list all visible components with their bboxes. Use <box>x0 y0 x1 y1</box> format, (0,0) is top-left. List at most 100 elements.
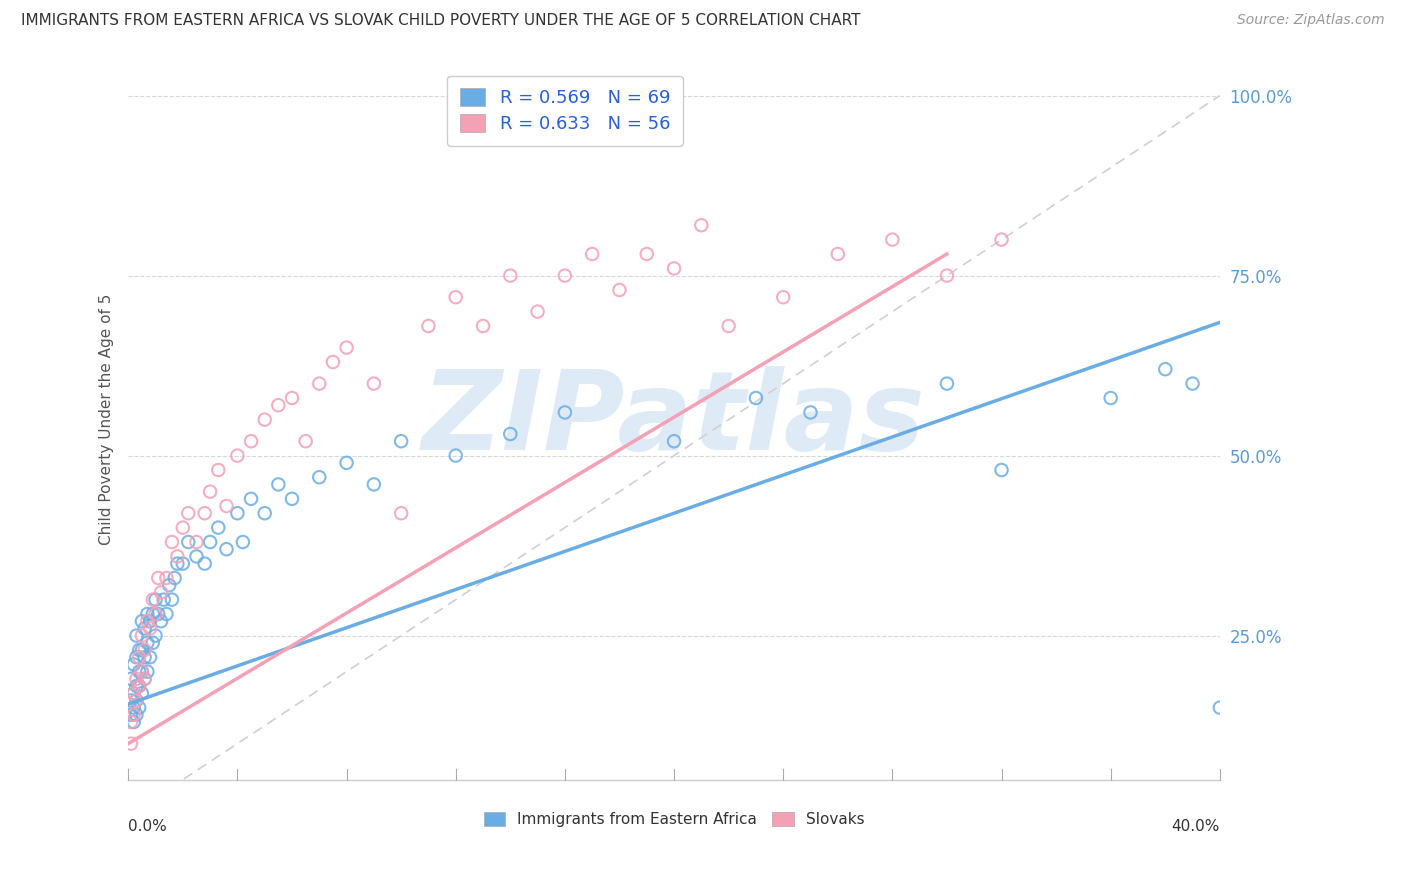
Point <box>240 491 263 506</box>
Point <box>186 535 208 549</box>
Point <box>139 614 162 628</box>
Point <box>662 261 685 276</box>
Text: 0.0%: 0.0% <box>128 819 167 834</box>
Point <box>499 268 522 283</box>
Point <box>142 607 165 621</box>
Point <box>136 665 159 679</box>
Point <box>215 542 238 557</box>
Point <box>177 506 200 520</box>
Point <box>120 737 142 751</box>
Point <box>131 629 153 643</box>
Point <box>207 520 229 534</box>
Point <box>136 636 159 650</box>
Point <box>882 233 904 247</box>
Point <box>281 491 304 506</box>
Point <box>160 535 183 549</box>
Point <box>799 405 821 419</box>
Point <box>207 463 229 477</box>
Point <box>363 477 385 491</box>
Point <box>122 657 145 672</box>
Point <box>772 290 794 304</box>
Point <box>1181 376 1204 391</box>
Y-axis label: Child Poverty Under the Age of 5: Child Poverty Under the Age of 5 <box>100 294 114 545</box>
Point <box>294 434 316 449</box>
Point <box>120 707 142 722</box>
Point <box>308 376 330 391</box>
Point <box>145 607 167 621</box>
Point <box>128 643 150 657</box>
Point <box>125 672 148 686</box>
Point <box>152 592 174 607</box>
Point <box>444 449 467 463</box>
Point <box>136 607 159 621</box>
Point <box>609 283 631 297</box>
Point <box>128 700 150 714</box>
Point <box>166 557 188 571</box>
Point <box>128 679 150 693</box>
Point <box>150 614 173 628</box>
Point <box>122 707 145 722</box>
Text: 40.0%: 40.0% <box>1171 819 1220 834</box>
Point <box>1099 391 1122 405</box>
Point <box>335 456 357 470</box>
Point <box>745 391 768 405</box>
Point <box>827 247 849 261</box>
Point <box>134 622 156 636</box>
Point <box>142 592 165 607</box>
Point <box>1154 362 1177 376</box>
Point <box>554 268 576 283</box>
Point <box>526 304 548 318</box>
Point <box>253 506 276 520</box>
Point <box>139 650 162 665</box>
Point <box>120 693 142 707</box>
Point <box>322 355 344 369</box>
Text: IMMIGRANTS FROM EASTERN AFRICA VS SLOVAK CHILD POVERTY UNDER THE AGE OF 5 CORREL: IMMIGRANTS FROM EASTERN AFRICA VS SLOVAK… <box>21 13 860 29</box>
Point <box>131 614 153 628</box>
Point <box>131 665 153 679</box>
Point <box>194 506 217 520</box>
Point <box>155 607 177 621</box>
Point <box>1209 700 1232 714</box>
Point <box>232 535 254 549</box>
Point <box>226 506 249 520</box>
Point <box>198 535 221 549</box>
Point <box>163 571 186 585</box>
Point <box>122 686 145 700</box>
Point <box>120 672 142 686</box>
Point <box>166 549 188 564</box>
Point <box>125 707 148 722</box>
Point <box>134 672 156 686</box>
Point <box>499 427 522 442</box>
Point <box>554 405 576 419</box>
Point <box>253 412 276 426</box>
Point <box>139 622 162 636</box>
Point <box>125 693 148 707</box>
Text: ZIPatlas: ZIPatlas <box>422 366 927 473</box>
Point <box>128 650 150 665</box>
Point <box>690 218 713 232</box>
Point <box>131 643 153 657</box>
Point <box>155 571 177 585</box>
Point <box>128 665 150 679</box>
Point <box>240 434 263 449</box>
Point <box>267 398 290 412</box>
Point <box>148 607 170 621</box>
Point <box>215 499 238 513</box>
Point <box>226 449 249 463</box>
Point <box>389 506 412 520</box>
Point <box>308 470 330 484</box>
Point <box>194 557 217 571</box>
Point <box>267 477 290 491</box>
Point <box>122 686 145 700</box>
Point <box>145 629 167 643</box>
Point <box>131 686 153 700</box>
Point <box>990 233 1012 247</box>
Point <box>125 650 148 665</box>
Point <box>125 679 148 693</box>
Point <box>990 463 1012 477</box>
Point <box>145 592 167 607</box>
Point <box>717 318 740 333</box>
Legend: Immigrants from Eastern Africa, Slovaks: Immigrants from Eastern Africa, Slovaks <box>478 805 870 833</box>
Point <box>134 672 156 686</box>
Point <box>172 557 194 571</box>
